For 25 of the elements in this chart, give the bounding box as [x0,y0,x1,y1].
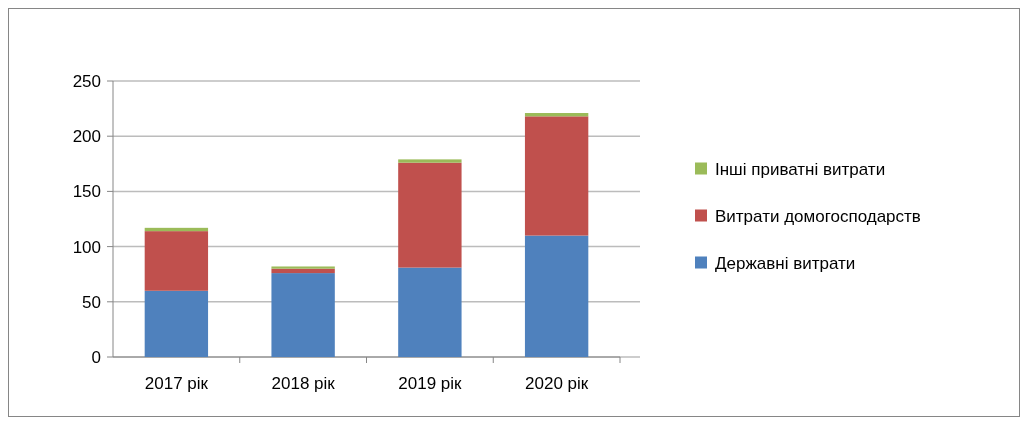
x-tick-label: 2020 рік [525,374,589,393]
bar [524,116,589,236]
y-tick-label: 150 [72,182,101,202]
legend-label: Інші приватні витрати [715,159,886,179]
y-tick-label: 200 [72,127,101,147]
bar [398,162,462,268]
bar [398,267,462,357]
bar [524,113,589,117]
bar [144,227,209,232]
x-tick-label: 2018 рік [271,374,336,393]
bar [524,235,589,357]
x-tick-label: 2017 рік [144,374,209,393]
y-tick-label: 0 [91,348,101,367]
legend-label: Державні витрати [715,253,856,273]
y-tick-label: 250 [72,72,101,91]
x-tick-label: 2019 рік [398,374,463,393]
bar [398,159,462,163]
bar [144,290,209,357]
bar [271,273,335,357]
y-tick-label: 100 [72,237,101,257]
y-tick-label: 50 [82,292,101,312]
legend-label: Витрати домогосподарств [715,206,921,226]
bar [144,231,209,291]
bar [271,266,335,269]
bar [271,268,335,274]
